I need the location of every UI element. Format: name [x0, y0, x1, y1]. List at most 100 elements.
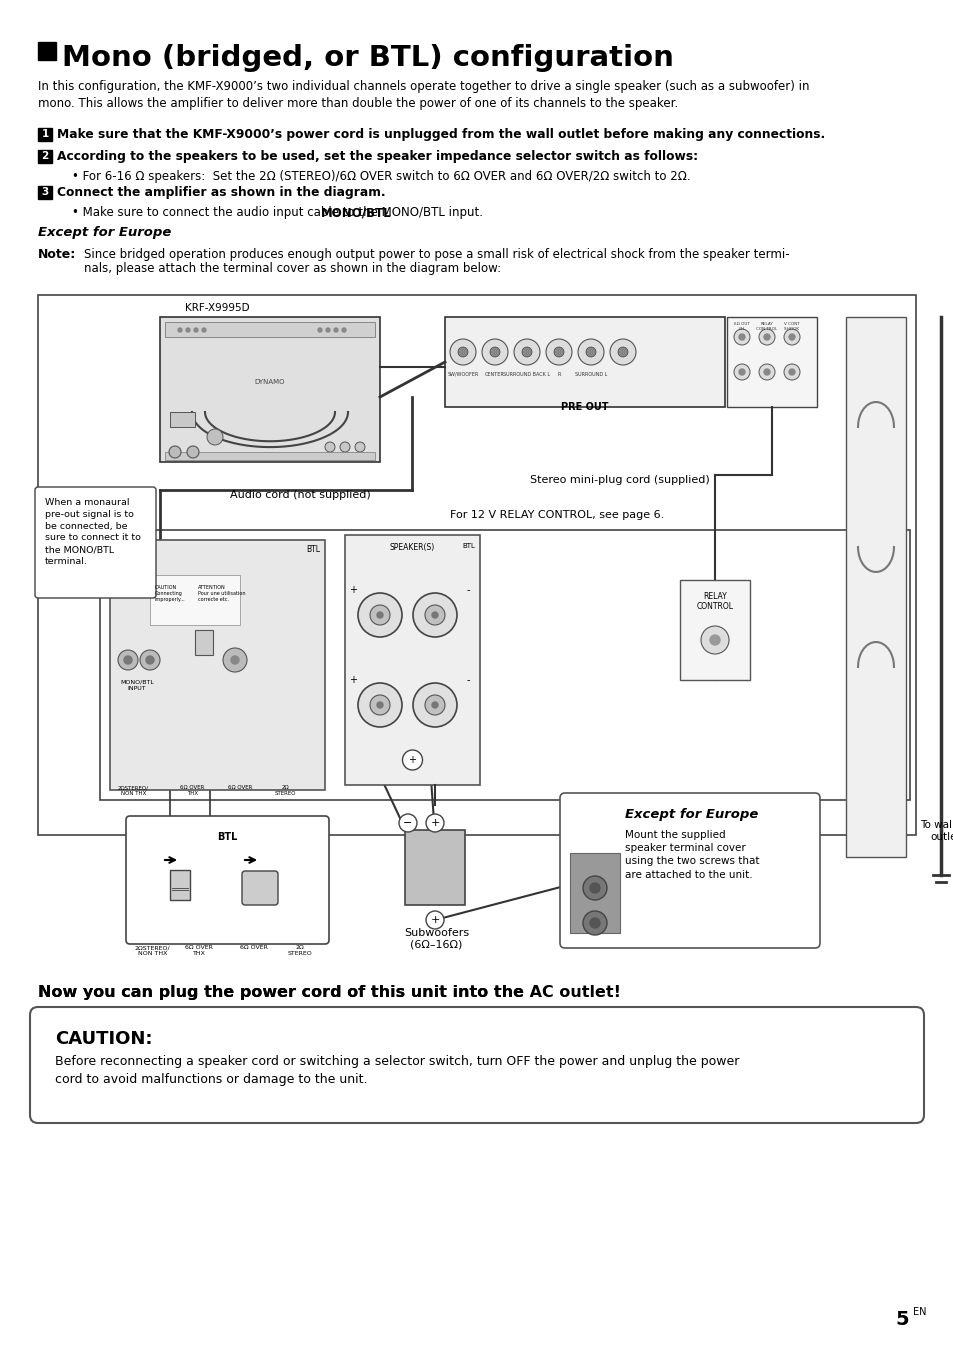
Circle shape — [788, 334, 794, 340]
Circle shape — [788, 369, 794, 375]
Text: Mono (bridged, or BTL) configuration: Mono (bridged, or BTL) configuration — [62, 44, 673, 71]
Circle shape — [739, 334, 744, 340]
Circle shape — [709, 635, 720, 644]
Circle shape — [334, 328, 337, 332]
FancyBboxPatch shape — [242, 871, 277, 905]
Text: +: + — [349, 675, 356, 685]
Text: In this configuration, the KMF-X9000’s two individual channels operate together : In this configuration, the KMF-X9000’s t… — [38, 80, 809, 111]
Text: PRE OUT: PRE OUT — [560, 402, 608, 412]
Text: +: + — [430, 915, 439, 925]
Circle shape — [763, 369, 769, 375]
FancyBboxPatch shape — [35, 487, 156, 599]
Circle shape — [118, 650, 138, 670]
Bar — [194, 630, 213, 655]
Text: • For 6-16 Ω speakers:  Set the 2Ω (STEREO)/6Ω OVER switch to 6Ω OVER and 6Ω OVE: • For 6-16 Ω speakers: Set the 2Ω (STERE… — [71, 170, 690, 183]
Text: Except for Europe: Except for Europe — [624, 807, 758, 821]
Text: DYNAMO: DYNAMO — [254, 379, 285, 386]
Circle shape — [140, 650, 160, 670]
Text: CENTER: CENTER — [485, 372, 504, 377]
Circle shape — [357, 683, 401, 727]
Circle shape — [514, 338, 539, 365]
Circle shape — [424, 605, 444, 625]
Text: When a monaural
pre-out signal is to
be connected, be
sure to connect it to
the : When a monaural pre-out signal is to be … — [45, 497, 141, 566]
Bar — [38, 128, 52, 142]
Circle shape — [589, 883, 599, 892]
Text: 2Ω
STEREO: 2Ω STEREO — [274, 785, 296, 795]
Text: Except for Europe: Except for Europe — [38, 226, 172, 239]
Circle shape — [325, 442, 335, 452]
Bar — [38, 295, 915, 834]
Text: • Make sure to connect the audio input cable to the MONO/BTL input.: • Make sure to connect the audio input c… — [71, 206, 482, 218]
Circle shape — [490, 346, 499, 357]
Circle shape — [582, 876, 606, 900]
Circle shape — [763, 334, 769, 340]
Text: Now you can plug the power cord of this unit into the AC outlet!: Now you can plug the power cord of this … — [38, 985, 620, 1000]
Text: Since bridged operation produces enough output power to pose a small risk of ele: Since bridged operation produces enough … — [84, 248, 789, 262]
Bar — [38, 42, 56, 61]
Text: For 12 V RELAY CONTROL, see page 6.: For 12 V RELAY CONTROL, see page 6. — [450, 510, 663, 520]
Circle shape — [739, 369, 744, 375]
Circle shape — [432, 612, 437, 617]
Circle shape — [124, 656, 132, 665]
Bar — [38, 150, 52, 163]
Circle shape — [582, 911, 606, 936]
Text: 2ΩSTEREO/
NON THX: 2ΩSTEREO/ NON THX — [135, 945, 171, 956]
Circle shape — [370, 696, 390, 714]
Text: 2Ω
STEREO: 2Ω STEREO — [288, 945, 313, 956]
Text: 2ΩSTEREO/
NON THX: 2ΩSTEREO/ NON THX — [118, 785, 149, 795]
Text: RELAY
CON TROL: RELAY CON TROL — [756, 322, 777, 330]
Text: -: - — [466, 585, 469, 594]
Circle shape — [700, 625, 728, 654]
Circle shape — [759, 364, 774, 380]
Text: KRF-X9995D: KRF-X9995D — [185, 303, 250, 313]
Text: Make sure that the KMF-X9000’s power cord is unplugged from the wall outlet befo: Make sure that the KMF-X9000’s power cor… — [57, 128, 824, 142]
Text: Stereo mini-plug cord (supplied): Stereo mini-plug cord (supplied) — [530, 474, 709, 485]
Text: SURROUND BACK L: SURROUND BACK L — [503, 372, 550, 377]
Text: +: + — [349, 585, 356, 594]
Circle shape — [521, 346, 532, 357]
Bar — [170, 412, 194, 427]
Circle shape — [398, 814, 416, 832]
Circle shape — [169, 446, 181, 458]
Circle shape — [207, 429, 223, 445]
Text: −: − — [403, 818, 413, 828]
Bar — [679, 580, 749, 679]
Circle shape — [339, 442, 350, 452]
Text: Now you can plug the power cord of this unit into the: Now you can plug the power cord of this … — [38, 985, 529, 1000]
Circle shape — [376, 702, 382, 708]
Circle shape — [413, 593, 456, 638]
Circle shape — [733, 364, 749, 380]
Circle shape — [589, 918, 599, 927]
Circle shape — [618, 346, 627, 357]
Text: BTL: BTL — [306, 545, 319, 554]
Text: Before reconnecting a speaker cord or switching a selector switch, turn OFF the : Before reconnecting a speaker cord or sw… — [55, 1055, 739, 1086]
Circle shape — [186, 328, 190, 332]
FancyBboxPatch shape — [30, 1007, 923, 1123]
Text: R: R — [557, 372, 560, 377]
Circle shape — [202, 328, 206, 332]
Circle shape — [432, 702, 437, 708]
Bar — [845, 317, 905, 857]
Bar — [100, 530, 909, 799]
Circle shape — [178, 328, 182, 332]
Circle shape — [402, 749, 422, 770]
Text: Audio cord (not supplied): Audio cord (not supplied) — [230, 491, 370, 500]
Circle shape — [370, 605, 390, 625]
Bar — [160, 317, 379, 462]
Circle shape — [341, 328, 346, 332]
Circle shape — [554, 346, 563, 357]
Text: 6Ω OVER: 6Ω OVER — [228, 785, 253, 790]
Circle shape — [187, 446, 199, 458]
Text: MONO/BTL: MONO/BTL — [320, 206, 391, 218]
Text: RELAY
CONTROL: RELAY CONTROL — [696, 592, 733, 612]
Text: Mount the supplied
speaker terminal cover
using the two screws that
are attached: Mount the supplied speaker terminal cove… — [624, 830, 759, 880]
Circle shape — [450, 338, 476, 365]
Circle shape — [357, 593, 401, 638]
Text: 2: 2 — [41, 151, 49, 160]
Circle shape — [426, 911, 443, 929]
Text: +: + — [430, 818, 439, 828]
Text: 6Ω OUT
CH: 6Ω OUT CH — [733, 322, 749, 330]
Text: 3: 3 — [41, 187, 49, 197]
Circle shape — [481, 338, 507, 365]
Circle shape — [783, 329, 800, 345]
